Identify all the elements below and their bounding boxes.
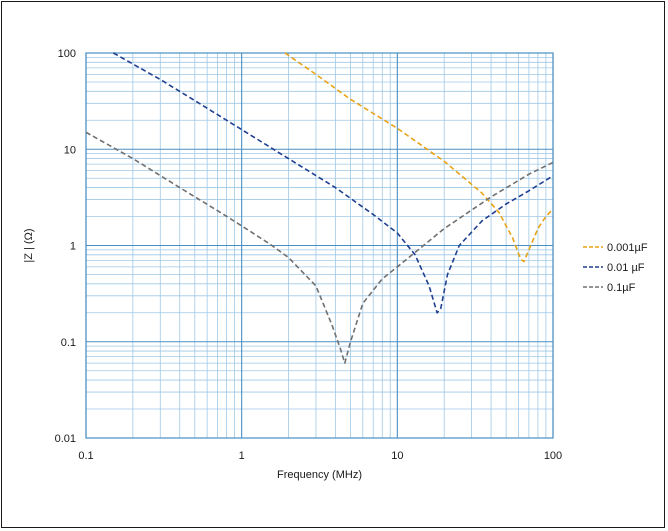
legend-label: 0.01 µF (607, 262, 645, 274)
x-axis-label: Frequency (MHz) (277, 469, 362, 481)
y-tick-label: 100 (58, 48, 76, 60)
x-tick-label: 0.1 (78, 450, 93, 462)
series-line (113, 52, 554, 314)
x-tick-label: 1 (239, 450, 245, 462)
series-line (85, 131, 554, 364)
legend-label: 0.1µF (607, 282, 636, 294)
y-tick-label: 10 (64, 144, 76, 156)
x-tick-label: 10 (391, 450, 403, 462)
y-tick-label: 0.01 (55, 433, 76, 445)
y-tick-label: 1 (70, 241, 76, 253)
x-tick-label: 100 (544, 450, 562, 462)
grid (85, 52, 554, 439)
series-lines (85, 52, 554, 364)
y-tick-label: 0.1 (61, 337, 76, 349)
series-line (284, 52, 554, 263)
legend: 0.001µF 0.01 µF 0.1µF (583, 242, 648, 294)
y-axis-label: |Z | (Ω) (23, 228, 35, 262)
legend-label: 0.001µF (607, 242, 648, 254)
plot-area-border (85, 52, 554, 439)
